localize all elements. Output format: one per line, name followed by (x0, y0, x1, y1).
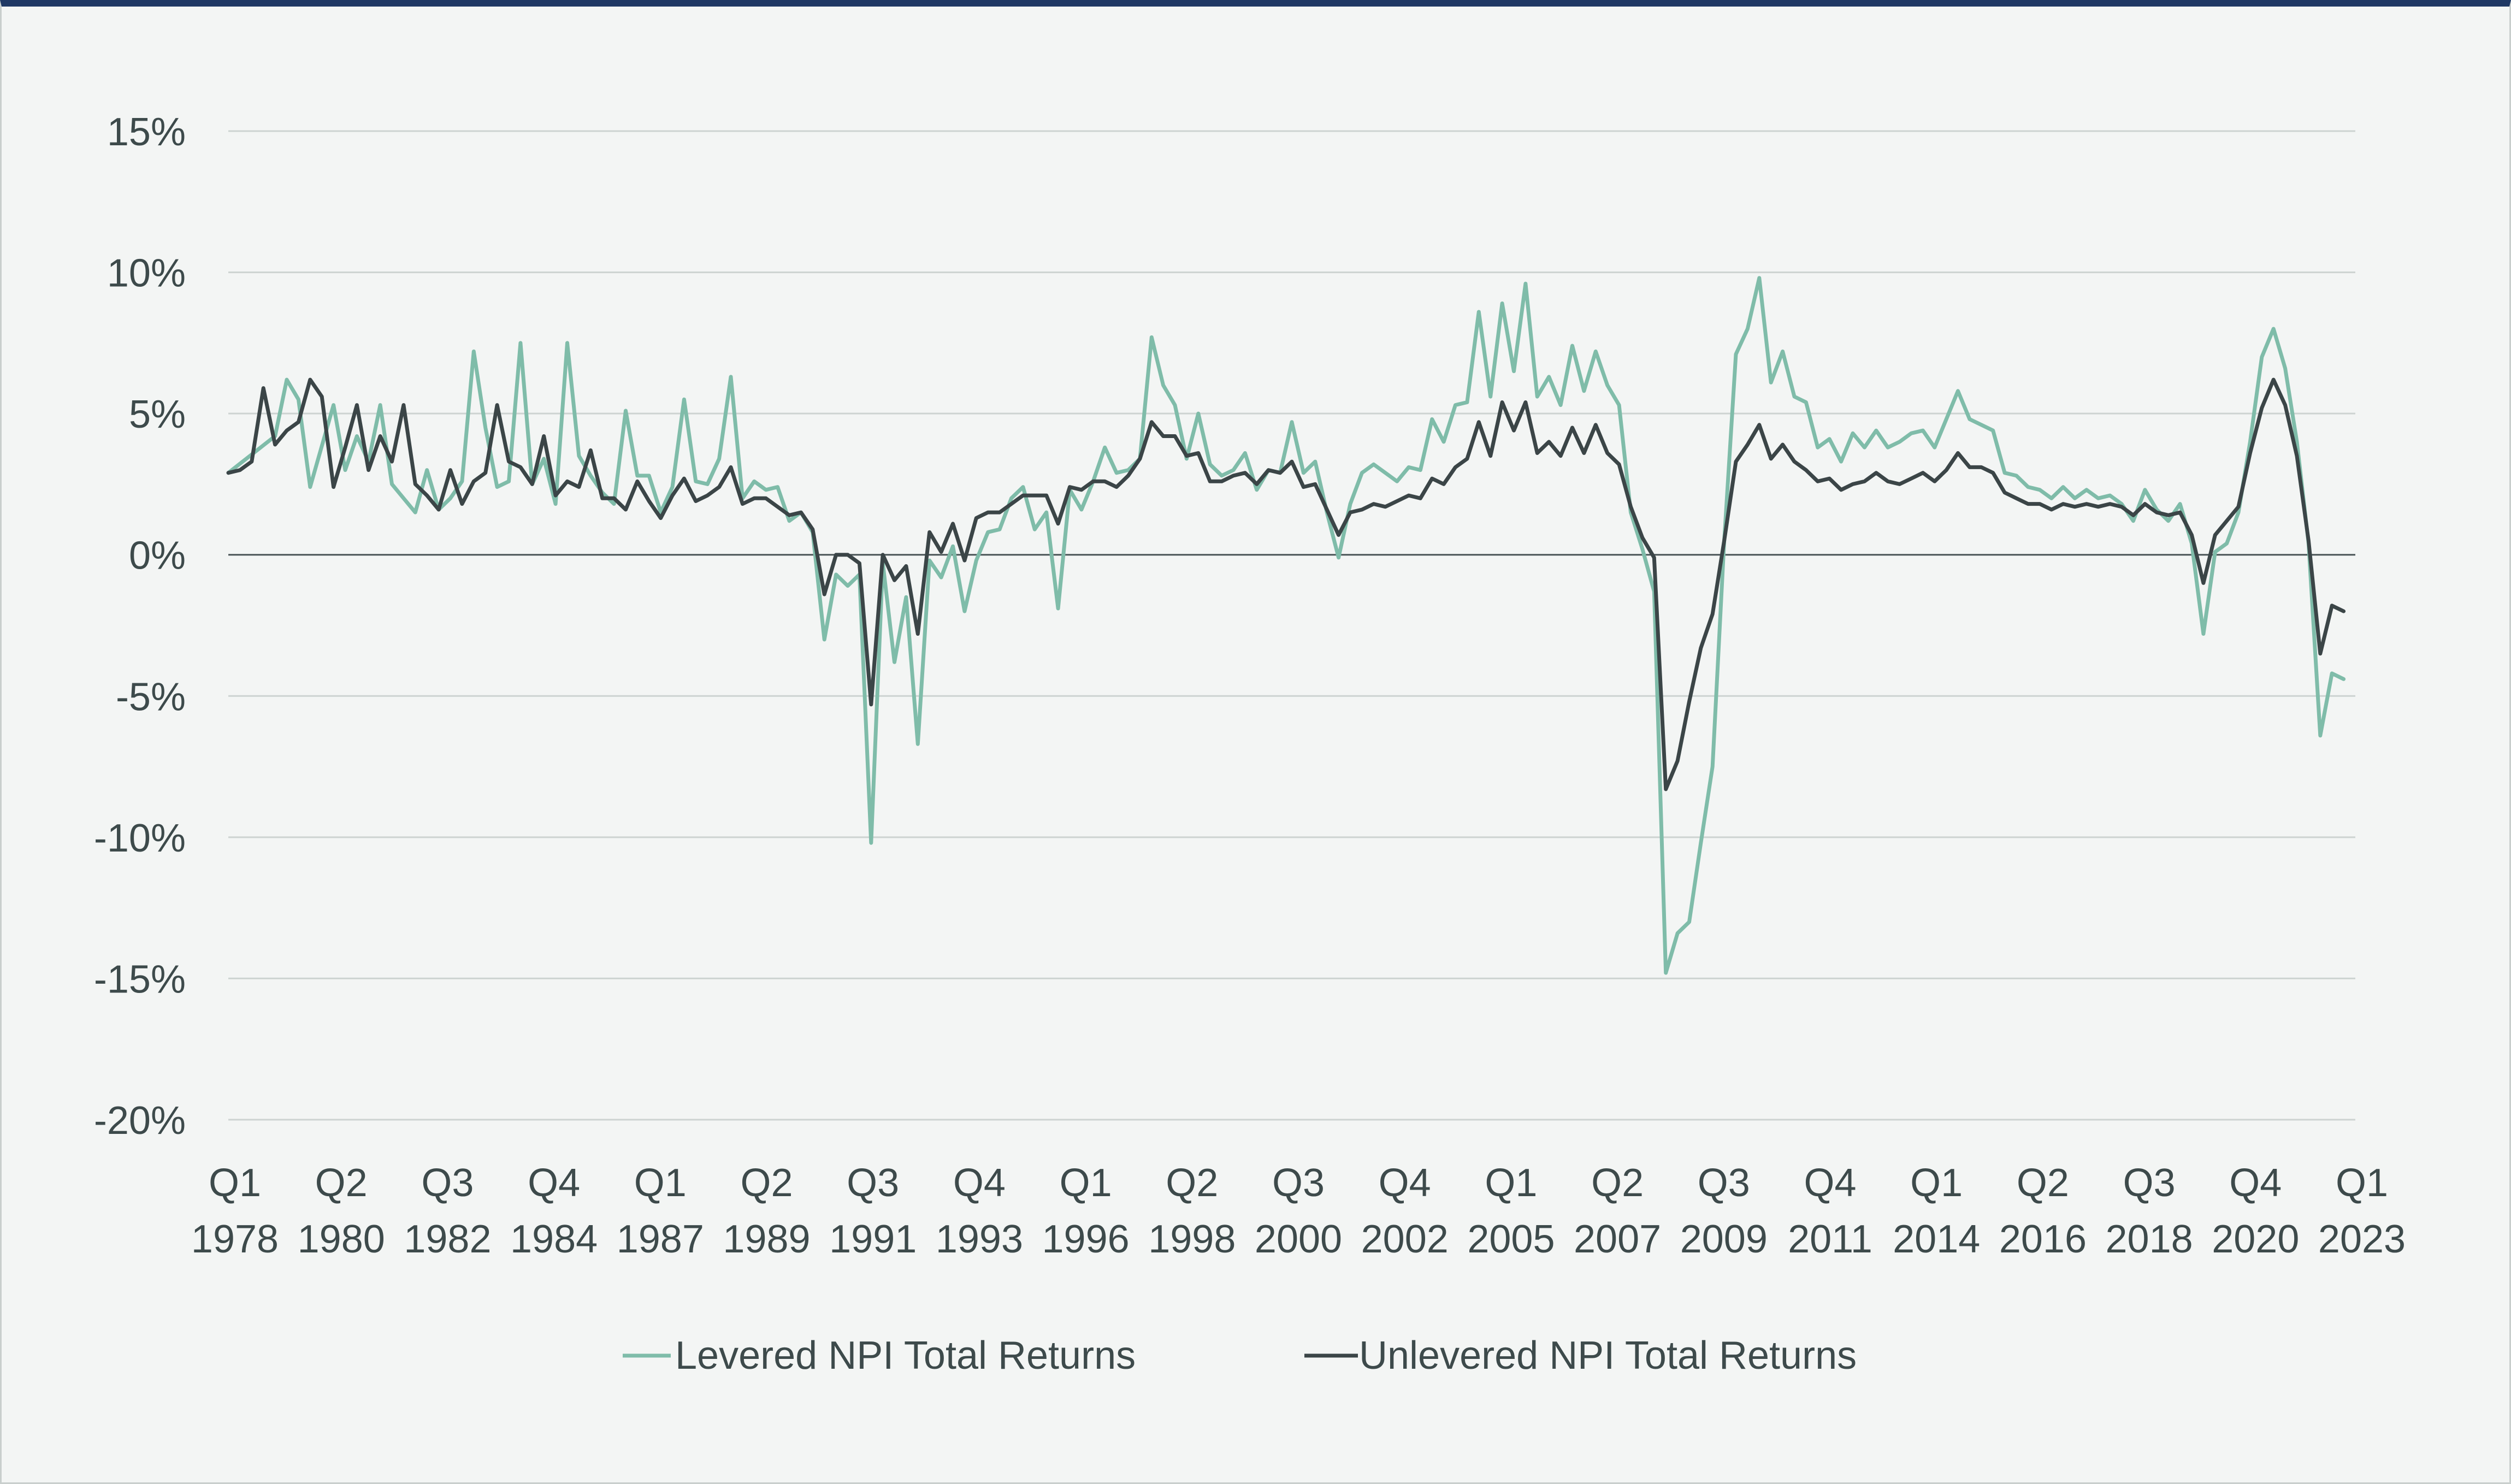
x-tick-year: 1998 (1148, 1217, 1236, 1261)
x-tick-quarter: Q2 (315, 1161, 368, 1205)
x-tick-quarter: Q2 (1591, 1161, 1644, 1205)
x-tick-quarter: Q3 (1698, 1161, 1750, 1205)
x-tick-year: 2018 (2106, 1217, 2193, 1261)
y-axis: 15% 10% 5% 0% -5% -10% -15% -20% (94, 110, 186, 1143)
x-tick-quarter: Q4 (2229, 1161, 2282, 1205)
y-tick-label: -20% (94, 1099, 186, 1143)
y-tick-label: 5% (129, 393, 186, 436)
y-tick-label: 15% (107, 110, 186, 154)
x-tick-year: 2014 (1893, 1217, 1980, 1261)
x-tick-quarter: Q4 (1379, 1161, 1431, 1205)
legend-item-unlevered[interactable]: Unlevered NPI Total Returns (1304, 1334, 1857, 1377)
x-tick-year: 2016 (1999, 1217, 2087, 1261)
x-tick-quarter: Q4 (1804, 1161, 1856, 1205)
x-tick-quarter: Q3 (2123, 1161, 2176, 1205)
x-tick-year: 2000 (1255, 1217, 1342, 1261)
x-tick-year: 1987 (617, 1217, 704, 1261)
y-tick-label: -15% (94, 957, 186, 1001)
x-tick-year: 2007 (1574, 1217, 1661, 1261)
x-tick-year: 1984 (510, 1217, 598, 1261)
x-tick-year: 2005 (1467, 1217, 1555, 1261)
x-tick-year: 1996 (1042, 1217, 1130, 1261)
x-tick-quarter: Q1 (634, 1161, 687, 1205)
legend: Levered NPI Total Returns Unlevered NPI … (623, 1334, 1857, 1377)
y-tick-label: -5% (116, 675, 186, 719)
x-tick-quarter: Q1 (2336, 1161, 2388, 1205)
x-tick-quarter: Q1 (1060, 1161, 1112, 1205)
x-axis: Q1 1978 Q2 1980 Q3 1982 Q4 1984 Q1 1987 Q2 1989 Q3 19… (191, 1161, 2406, 1261)
x-tick-quarter: Q1 (1485, 1161, 1537, 1205)
x-tick-quarter: Q4 (953, 1161, 1006, 1205)
y-tick-label: 10% (107, 252, 186, 295)
series-lines (226, 276, 2346, 975)
x-tick-year: 1980 (298, 1217, 385, 1261)
x-tick-year: 2020 (2212, 1217, 2299, 1261)
series-line-unlevered (226, 377, 2346, 791)
x-tick-quarter: Q1 (209, 1161, 261, 1205)
x-tick-year: 1993 (936, 1217, 1023, 1261)
x-tick-quarter: Q3 (1272, 1161, 1325, 1205)
x-tick-quarter: Q3 (421, 1161, 474, 1205)
x-tick-year: 1989 (723, 1217, 810, 1261)
y-tick-label: 0% (129, 534, 186, 578)
y-tick-label: -10% (94, 817, 186, 860)
legend-label-levered: Levered NPI Total Returns (675, 1334, 1136, 1377)
x-tick-quarter: Q2 (2017, 1161, 2069, 1205)
x-tick-quarter: Q3 (847, 1161, 899, 1205)
legend-item-levered[interactable]: Levered NPI Total Returns (623, 1334, 1136, 1377)
x-tick-year: 1978 (191, 1217, 279, 1261)
x-tick-year: 2009 (1680, 1217, 1768, 1261)
gridlines (228, 130, 2355, 1121)
series-line-levered (226, 276, 2346, 975)
x-tick-year: 1982 (404, 1217, 491, 1261)
x-tick-year: 1991 (829, 1217, 917, 1261)
x-tick-quarter: Q4 (528, 1161, 580, 1205)
x-tick-quarter: Q2 (740, 1161, 793, 1205)
x-tick-year: 2023 (2318, 1217, 2406, 1261)
x-tick-year: 2011 (1788, 1217, 1872, 1261)
x-tick-quarter: Q2 (1166, 1161, 1218, 1205)
x-tick-quarter: Q1 (1910, 1161, 1963, 1205)
x-tick-year: 2002 (1361, 1217, 1449, 1261)
legend-label-unlevered: Unlevered NPI Total Returns (1359, 1334, 1857, 1377)
